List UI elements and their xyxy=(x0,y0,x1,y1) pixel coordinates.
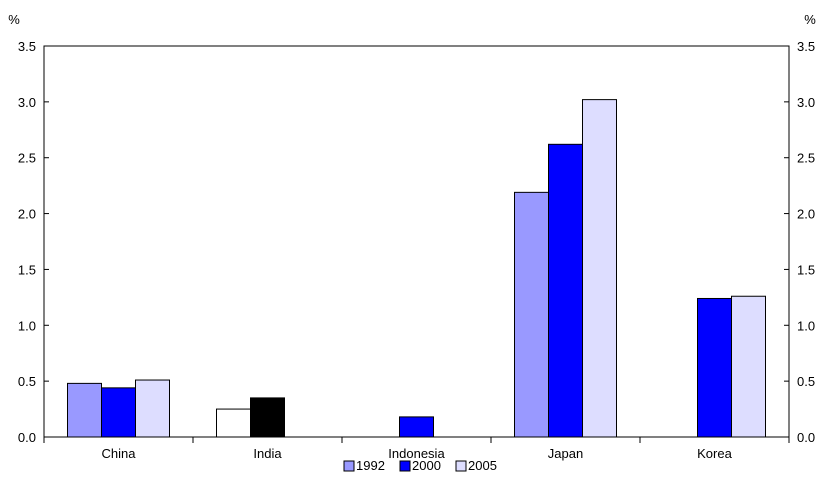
y-tick-label-right: 3.0 xyxy=(797,95,815,110)
bar-2000-indonesia xyxy=(399,416,434,438)
y-tick-label-right: 1.0 xyxy=(797,318,815,333)
plot-frame xyxy=(43,45,790,438)
legend-swatch-2005 xyxy=(455,460,467,472)
y-tick-label-left: 2.5 xyxy=(18,151,36,166)
bar-india-0 xyxy=(216,408,251,438)
legend-label-1992: 1992 xyxy=(356,458,385,473)
y-tick-label-left: 3.5 xyxy=(18,39,36,54)
x-tick-label-china: China xyxy=(102,446,137,461)
x-tick-label-japan: Japan xyxy=(548,446,583,461)
y-axis-unit-right: % xyxy=(804,12,816,27)
y-tick-label-left: 0.0 xyxy=(18,430,36,445)
bar-india-1 xyxy=(250,397,285,438)
x-tick-label-india: India xyxy=(253,446,282,461)
x-axis-labels: China India Indonesia Japan Korea xyxy=(102,446,733,461)
bar-1992-china xyxy=(67,382,102,438)
bars-group xyxy=(67,99,766,438)
y-tick-label-right: 0.0 xyxy=(797,430,815,445)
legend: 1992 2000 2005 xyxy=(343,458,497,473)
y-tick-label-left: 2.0 xyxy=(18,207,36,222)
x-tick-label-korea: Korea xyxy=(697,446,732,461)
legend-label-2000: 2000 xyxy=(412,458,441,473)
bar-2000-japan xyxy=(548,143,583,438)
axes-group: 0.0 0.0 0.5 0.5 1.0 1.0 1.5 1.5 2.0 2.0 2.5 2.5 3.0 3… xyxy=(18,39,815,445)
y-tick-label-left: 0.5 xyxy=(18,374,36,389)
bar-2005-china xyxy=(135,379,170,438)
y-tick-label-right: 0.5 xyxy=(797,374,815,389)
y-tick-label-right: 1.5 xyxy=(797,262,815,277)
bar-2005-japan xyxy=(582,99,617,438)
y-tick-label-right: 2.5 xyxy=(797,151,815,166)
bar-2000-korea xyxy=(697,297,732,438)
bar-1992-japan xyxy=(514,191,549,438)
y-tick-label-right: 3.5 xyxy=(797,39,815,54)
y-tick-label-right: 2.0 xyxy=(797,207,815,222)
y-tick-label-left: 1.0 xyxy=(18,318,36,333)
y-tick-label-left: 1.5 xyxy=(18,262,36,277)
x-tick-label-indonesia: Indonesia xyxy=(388,446,445,461)
bar-2005-korea xyxy=(731,295,766,438)
y-axis-unit-left: % xyxy=(8,12,20,27)
legend-label-2005: 2005 xyxy=(468,458,497,473)
legend-swatch-1992 xyxy=(343,460,355,472)
y-tick-label-left: 3.0 xyxy=(18,95,36,110)
bar-2000-china xyxy=(101,387,136,438)
plot-area xyxy=(43,45,790,438)
legend-swatch-2000 xyxy=(399,460,411,472)
